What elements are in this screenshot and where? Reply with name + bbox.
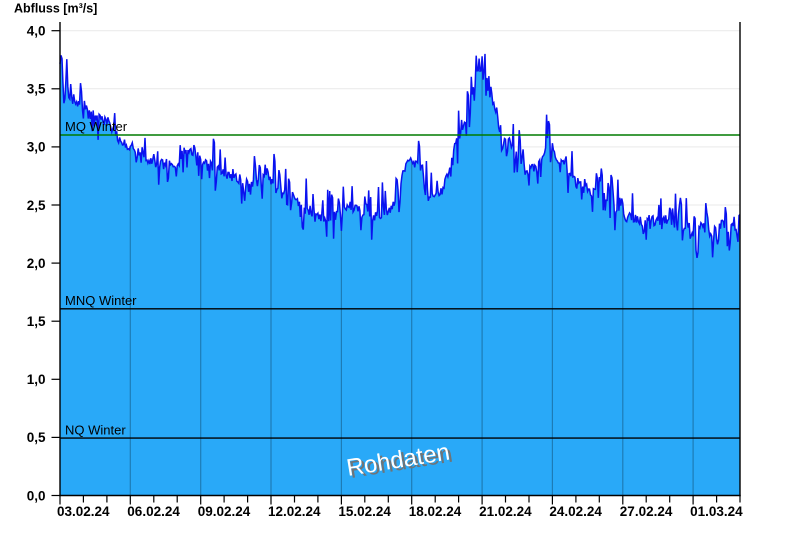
svg-text:3,5: 3,5 — [27, 82, 46, 97]
svg-text:15.02.24: 15.02.24 — [338, 504, 391, 519]
svg-text:06.02.24: 06.02.24 — [127, 504, 180, 519]
svg-text:4,0: 4,0 — [27, 24, 46, 39]
svg-text:0,5: 0,5 — [27, 430, 46, 445]
svg-text:24.02.24: 24.02.24 — [549, 504, 602, 519]
svg-text:12.02.24: 12.02.24 — [268, 504, 321, 519]
svg-text:21.02.24: 21.02.24 — [479, 504, 532, 519]
svg-text:2,0: 2,0 — [27, 256, 46, 271]
svg-text:2,5: 2,5 — [27, 198, 46, 213]
svg-text:27.02.24: 27.02.24 — [620, 504, 673, 519]
svg-text:MNQ Winter: MNQ Winter — [65, 293, 137, 308]
svg-text:1,0: 1,0 — [27, 372, 46, 387]
svg-text:09.02.24: 09.02.24 — [198, 504, 251, 519]
svg-text:1,5: 1,5 — [27, 314, 46, 329]
svg-text:18.02.24: 18.02.24 — [409, 504, 462, 519]
svg-text:0,0: 0,0 — [27, 488, 46, 503]
svg-text:NQ Winter: NQ Winter — [65, 423, 126, 438]
svg-text:MQ Winter: MQ Winter — [65, 119, 128, 134]
svg-text:3,0: 3,0 — [27, 140, 46, 155]
svg-text:03.02.24: 03.02.24 — [57, 504, 110, 519]
svg-text:Abfluss [m³/s]: Abfluss [m³/s] — [14, 2, 97, 16]
svg-text:01.03.24: 01.03.24 — [690, 504, 743, 519]
